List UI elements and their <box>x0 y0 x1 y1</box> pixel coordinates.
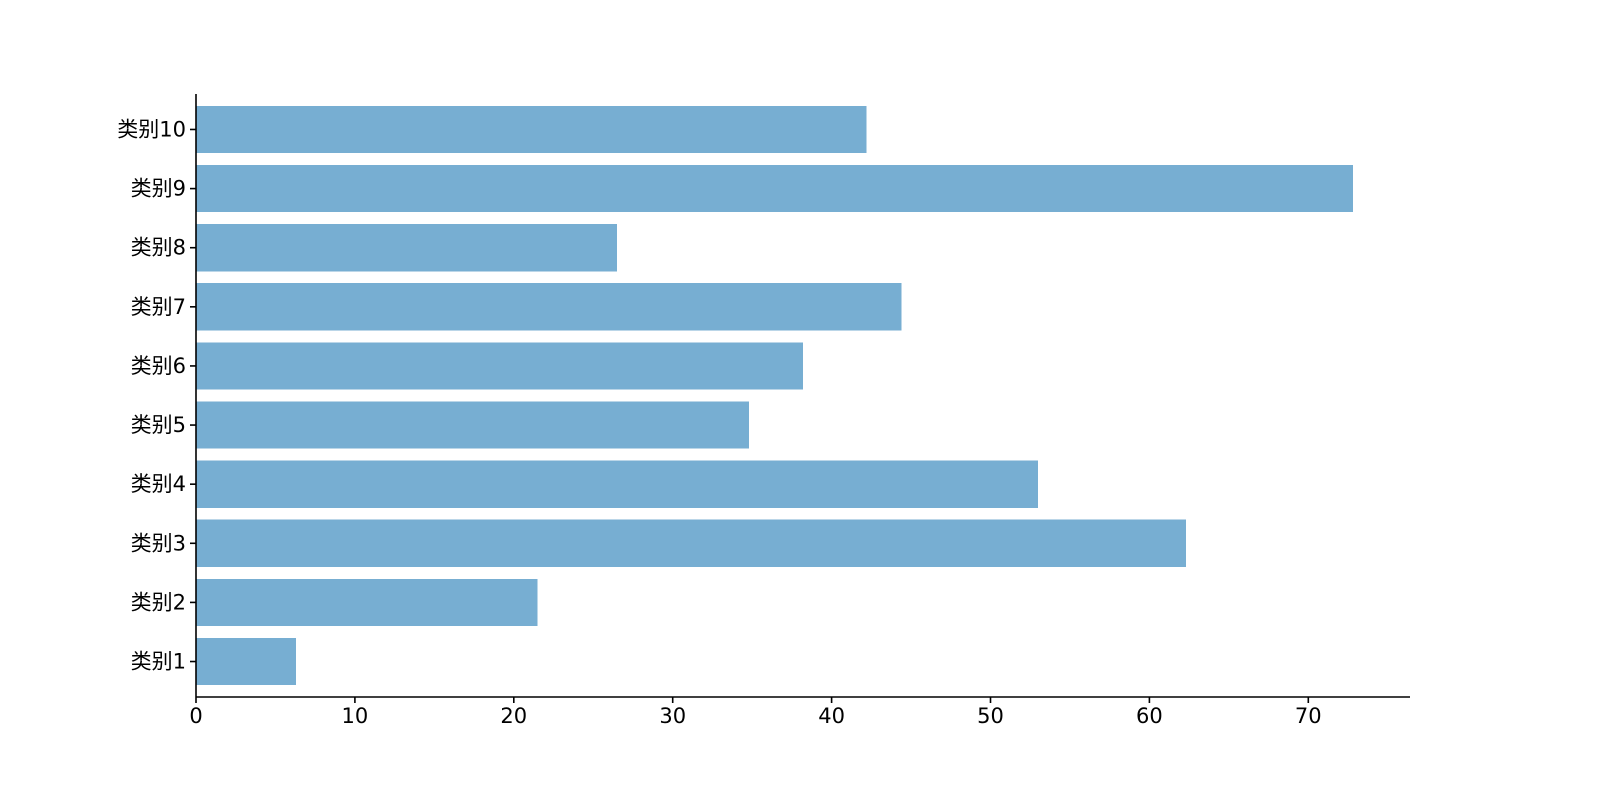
x-tick-label: 70 <box>1295 704 1322 728</box>
bar-10 <box>196 105 867 154</box>
y-tick-label: 类别5 <box>131 413 186 437</box>
axes-layer <box>195 94 1410 698</box>
x-tick-label: 50 <box>977 704 1004 728</box>
y-tick-label: 类别2 <box>131 590 186 614</box>
y-tick-label: 类别8 <box>131 236 186 260</box>
y-ticks: 类别1 类别2 类别3 类别4 类别5 类别6 类别7 类别8 类别9 类别10 <box>117 117 196 674</box>
bar-5 <box>196 401 749 449</box>
y-tick-label: 类别1 <box>131 650 186 674</box>
bar-9 <box>196 164 1353 213</box>
bar-1 <box>196 637 297 686</box>
x-tick-label: 20 <box>500 704 527 728</box>
y-tick-label: 类别7 <box>131 295 186 319</box>
x-ticks: 0 10 20 30 40 50 60 70 <box>189 697 1322 728</box>
bar-8 <box>196 224 618 272</box>
x-tick-label: 30 <box>659 704 686 728</box>
x-tick-label: 10 <box>342 704 369 728</box>
bar-2 <box>196 578 538 627</box>
bar-4 <box>196 460 1039 508</box>
y-tick-label: 类别10 <box>117 117 186 141</box>
y-tick-label: 类别4 <box>131 472 186 496</box>
bar-7 <box>196 283 902 331</box>
x-tick-label: 40 <box>818 704 845 728</box>
y-tick-label: 类别6 <box>131 354 186 378</box>
bar-3 <box>196 519 1186 567</box>
x-tick-label: 0 <box>189 704 202 728</box>
bar-6 <box>196 342 803 390</box>
y-tick-label: 类别9 <box>131 177 186 201</box>
y-tick-label: 类别3 <box>131 531 186 555</box>
x-tick-label: 60 <box>1136 704 1163 728</box>
bars-layer <box>196 105 1353 686</box>
